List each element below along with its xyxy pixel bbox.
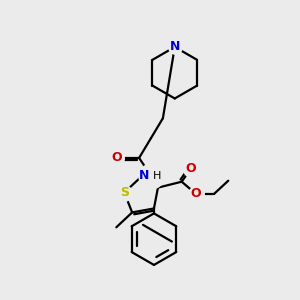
Text: O: O (111, 152, 122, 164)
Text: N: N (169, 40, 180, 53)
Text: S: S (120, 186, 129, 199)
Text: O: O (185, 162, 196, 175)
Text: N: N (139, 169, 149, 182)
Text: H: H (153, 171, 161, 181)
Text: O: O (190, 187, 201, 200)
